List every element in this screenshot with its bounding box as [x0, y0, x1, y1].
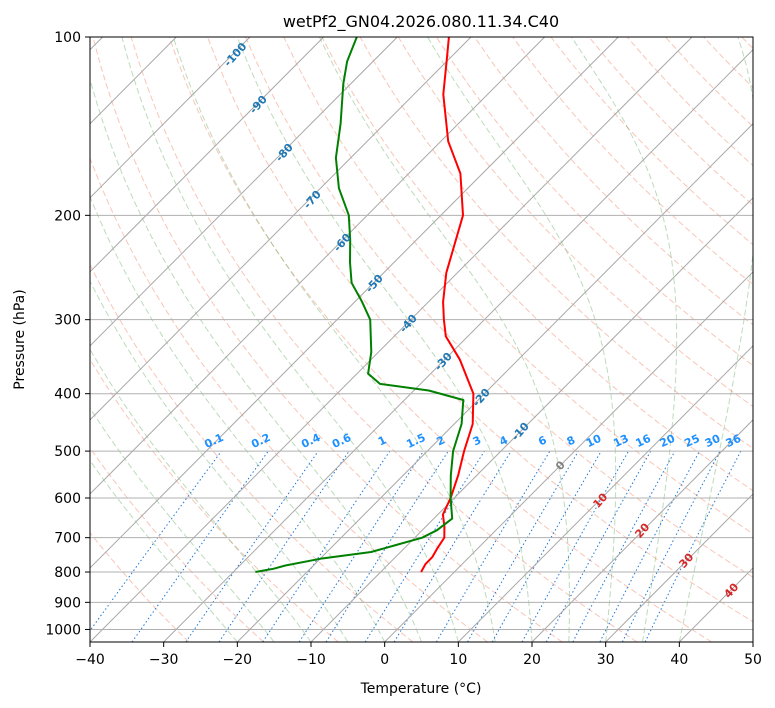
mixing-ratio-line	[521, 450, 629, 642]
x-tick-label: 10	[449, 652, 467, 668]
mixing-ratio-label: 30	[703, 432, 723, 450]
isotherm-line	[384, 271, 753, 642]
dry-adiabat-line	[397, 37, 753, 408]
mixing-ratio-label: 16	[633, 432, 653, 450]
mixing-ratio-line	[218, 450, 350, 642]
temperature-line	[420, 37, 475, 573]
y-tick-label: 1000	[45, 622, 81, 638]
isotherm-line	[236, 123, 753, 642]
dry-adiabat-line	[207, 37, 753, 623]
isotherm-line	[163, 48, 753, 642]
dry-adiabat-line	[359, 37, 753, 449]
moist-adiabat-line	[90, 459, 238, 642]
y-tick-label: 300	[54, 313, 81, 329]
moist-adiabat-line	[678, 37, 753, 642]
mixing-ratio-label: 10	[584, 432, 604, 450]
isotherm-line	[90, 37, 693, 642]
x-axis: −40 −30 −20 −10 0 10 20 30 40 50	[75, 642, 762, 668]
dry-adiabat-line	[90, 358, 339, 642]
isotherm-line	[90, 37, 472, 421]
isotherm-line	[605, 493, 753, 642]
y-axis-label: Pressure (hPa)	[12, 289, 28, 389]
mixing-ratio-line	[298, 450, 424, 642]
y-tick-label: 200	[54, 208, 81, 224]
plot-frame	[89, 36, 754, 643]
series-group	[255, 37, 475, 573]
moist-adiabat-line	[90, 280, 349, 642]
mixing-ratio-line	[545, 450, 652, 642]
isotherm-line	[90, 37, 545, 495]
moist-adiabat-line	[571, 37, 678, 642]
mixing-ratio-line	[262, 450, 391, 642]
mixing-ratio-line	[90, 450, 222, 632]
dry-adiabat-line	[92, 37, 563, 642]
mixing-ratio-label: 20	[658, 432, 678, 450]
moist-adiabat-line	[172, 37, 496, 642]
dry-adiabat-line	[130, 37, 638, 642]
y-tick-label: 700	[54, 531, 81, 547]
isotherm-line	[457, 345, 753, 642]
y-tick-label: 600	[54, 491, 81, 507]
moist-adiabat-line	[319, 37, 570, 642]
x-tick-label: 40	[670, 652, 688, 668]
dewpoint-line	[255, 37, 465, 573]
isotherm-line	[531, 419, 753, 642]
dry-adiabat-line	[474, 37, 753, 326]
y-axis: 100 200 300 400 500 600 700 800 900 1000	[45, 30, 90, 638]
x-tick-label: −10	[296, 652, 326, 668]
x-tick-label: 20	[523, 652, 541, 668]
isotherm-line	[752, 641, 753, 642]
mixing-ratio-line	[621, 450, 721, 642]
isotherm-line	[90, 37, 324, 273]
mixing-ratio-line	[644, 450, 742, 642]
isotherm-line	[90, 37, 251, 199]
dry-adiabat-line	[90, 531, 190, 642]
dry-adiabat-line	[90, 447, 264, 642]
isotherm-line	[90, 37, 398, 347]
moist-adiabat-line	[427, 37, 617, 642]
x-tick-label: 50	[744, 652, 762, 668]
x-tick-label: −20	[223, 652, 253, 668]
moist-adiabat-line	[121, 37, 459, 642]
moist-adiabat-line	[90, 407, 275, 642]
mixing-ratio-line	[185, 450, 319, 642]
plot-area	[90, 37, 753, 642]
mixing-ratio-line	[325, 450, 449, 642]
moist-adiabat-line	[236, 37, 533, 642]
y-tick-label: 400	[54, 387, 81, 403]
moist-adiabat-line	[90, 195, 386, 642]
x-tick-label: −40	[75, 652, 105, 668]
mixing-ratio-label: 25	[682, 432, 701, 450]
mixing-ratio-line	[572, 450, 676, 642]
moist-adiabat-line	[90, 348, 312, 642]
dry-adiabat-line	[90, 156, 488, 642]
isotherm-line	[90, 37, 619, 569]
x-tick-label: 0	[380, 652, 389, 668]
x-tick-label: 30	[597, 652, 615, 668]
chart-title: wetPf2_GN04.2026.080.11.34.C40	[283, 12, 559, 32]
mixing-ratio-label: 36	[724, 432, 744, 450]
y-tick-label: 800	[54, 565, 81, 581]
x-tick-label: −30	[149, 652, 179, 668]
x-axis-label: Temperature (°C)	[360, 681, 482, 697]
dry-adiabat-line	[512, 37, 753, 286]
mixing-ratio-label: 13	[611, 432, 630, 450]
dry-adiabat-line	[245, 37, 753, 578]
moist-adiabat-line	[90, 77, 422, 642]
mixing-ratio-line	[393, 450, 512, 642]
y-tick-label: 500	[54, 444, 81, 460]
y-tick-label: 900	[54, 595, 81, 611]
y-tick-label: 100	[54, 30, 81, 46]
